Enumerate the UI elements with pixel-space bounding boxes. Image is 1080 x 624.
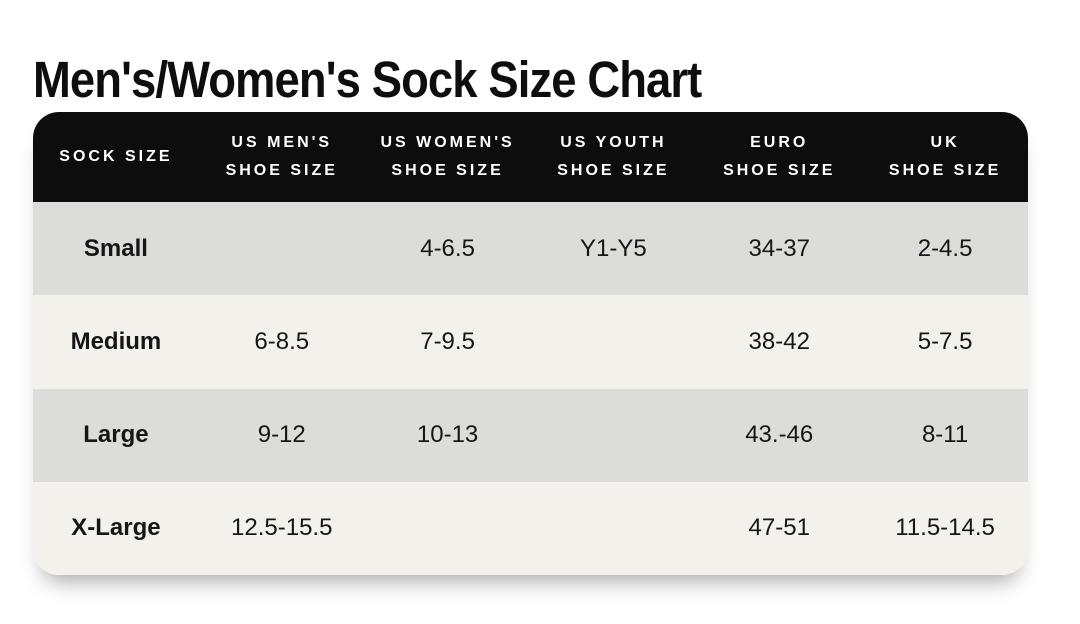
cell-us-mens — [199, 202, 365, 295]
column-header-us-mens: US MEN'S SHOE SIZE — [199, 112, 365, 202]
header-line: US YOUTH — [560, 134, 667, 151]
table-row-small: Small 4-6.5 Y1-Y5 34-37 2-4.5 — [33, 202, 1028, 296]
header-line: SHOE SIZE — [723, 162, 836, 179]
cell-euro: 47-51 — [748, 514, 810, 542]
header-line: SHOE SIZE — [557, 162, 670, 179]
cell-uk: 2-4.5 — [917, 234, 973, 262]
header-line: EURO — [750, 134, 809, 151]
column-header-euro: EURO SHOE SIZE — [696, 112, 862, 202]
row-label: Medium — [70, 327, 162, 355]
cell-us-mens: 12.5-15.5 — [231, 514, 333, 542]
cell-us-womens: 7-9.5 — [420, 327, 475, 355]
cell-us-womens — [365, 482, 531, 575]
column-header-uk: UK SHOE SIZE — [862, 112, 1028, 202]
cell-us-womens: 10-13 — [416, 421, 479, 449]
table-header-row: SOCK SIZE US MEN'S SHOE SIZE US WOMEN'S … — [33, 112, 1028, 202]
cell-euro: 38-42 — [748, 327, 810, 355]
cell-us-womens: 4-6.5 — [420, 234, 475, 262]
cell-us-youth: Y1-Y5 — [580, 234, 647, 262]
header-line: SHOE SIZE — [888, 162, 1002, 179]
column-header-sock-size: SOCK SIZE — [33, 112, 199, 202]
header-line: SHOE SIZE — [391, 162, 504, 179]
cell-euro: 43.-46 — [745, 421, 814, 449]
cell-us-youth — [530, 482, 696, 575]
page-title: Men's/Women's Sock Size Chart — [33, 51, 702, 109]
cell-uk: 8-11 — [921, 421, 969, 449]
header-line: UK — [930, 134, 960, 151]
header-line: SHOE SIZE — [225, 162, 338, 179]
header-line: SOCK SIZE — [59, 148, 173, 165]
cell-us-mens: 6-8.5 — [254, 327, 310, 355]
row-label: Small — [83, 234, 148, 262]
cell-us-youth — [530, 389, 696, 482]
table-row-large: Large 9-12 10-13 43.-46 8-11 — [33, 388, 1028, 482]
row-label: X-Large — [71, 514, 161, 542]
table-row-xlarge: X-Large 12.5-15.5 47-51 11.5-14.5 — [33, 481, 1028, 575]
cell-uk: 5-7.5 — [917, 327, 973, 355]
header-line: US MEN'S — [231, 134, 333, 151]
cell-us-mens: 9-12 — [257, 421, 306, 449]
cell-uk: 11.5-14.5 — [895, 514, 995, 542]
cell-us-youth — [530, 295, 696, 388]
sock-size-chart-table: SOCK SIZE US MEN'S SHOE SIZE US WOMEN'S … — [33, 112, 1028, 575]
cell-euro: 34-37 — [748, 234, 810, 262]
column-header-us-womens: US WOMEN'S SHOE SIZE — [365, 112, 531, 202]
row-label: Large — [83, 421, 149, 449]
header-line: US WOMEN'S — [380, 134, 515, 151]
table-row-medium: Medium 6-8.5 7-9.5 38-42 5-7.5 — [33, 295, 1028, 389]
column-header-us-youth: US YOUTH SHOE SIZE — [530, 112, 696, 202]
